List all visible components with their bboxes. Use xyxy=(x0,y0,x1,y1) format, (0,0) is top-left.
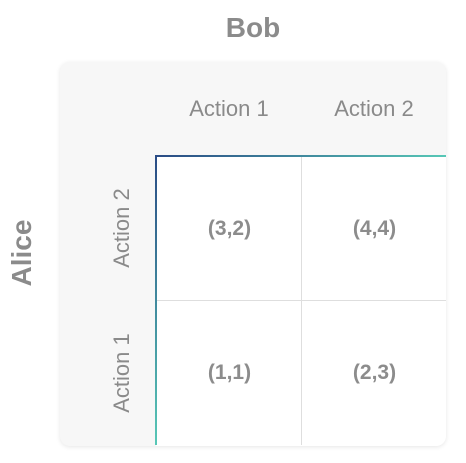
payoff-cell-r1-c2: (4,4) xyxy=(352,217,397,240)
column-action-label-2: Action 2 xyxy=(334,96,414,121)
grid-top-border xyxy=(156,155,446,157)
grid-horizontal-divider xyxy=(157,300,446,301)
payoff-cell-r1-c1: (3,2) xyxy=(207,217,252,240)
grid-vertical-divider xyxy=(301,157,302,445)
column-action-label-1: Action 1 xyxy=(189,96,269,121)
grid-left-border xyxy=(155,155,157,445)
payoff-cell-r2-c1: (1,1) xyxy=(207,361,252,384)
column-player-label: Bob xyxy=(225,12,281,43)
row-action-label-bottom: Action 1 xyxy=(109,333,134,413)
row-action-label-top: Action 2 xyxy=(109,188,134,268)
payoff-cell-r2-c2: (2,3) xyxy=(352,361,397,384)
row-player-label: Alice xyxy=(6,219,37,287)
